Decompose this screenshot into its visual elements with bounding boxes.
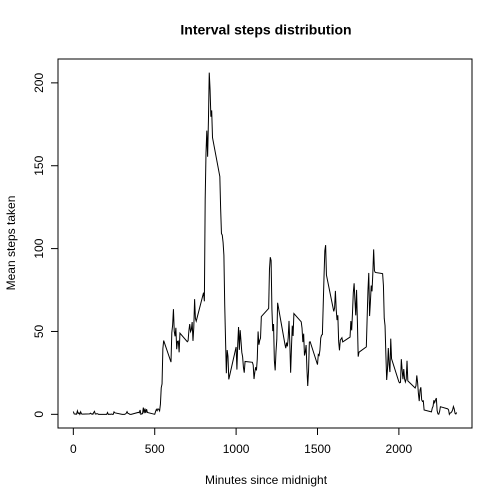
x-axis-label: Minutes since midnight <box>205 473 328 487</box>
x-tick-label: 1000 <box>223 442 250 456</box>
y-tick-label: 100 <box>32 238 46 258</box>
x-tick-label: 500 <box>145 442 165 456</box>
y-tick-label: 150 <box>32 155 46 175</box>
y-axis-label: Mean steps taken <box>4 196 18 291</box>
x-tick-label: 1500 <box>304 442 331 456</box>
y-tick-label: 50 <box>32 324 46 338</box>
x-tick-label: 2000 <box>386 442 413 456</box>
x-tick-label: 0 <box>70 442 77 456</box>
plot-box <box>57 58 473 429</box>
chart-title: Interval steps distribution <box>180 22 351 38</box>
line <box>72 72 458 416</box>
y-tick-label: 0 <box>32 411 46 418</box>
y-tick-label: 200 <box>32 73 46 93</box>
